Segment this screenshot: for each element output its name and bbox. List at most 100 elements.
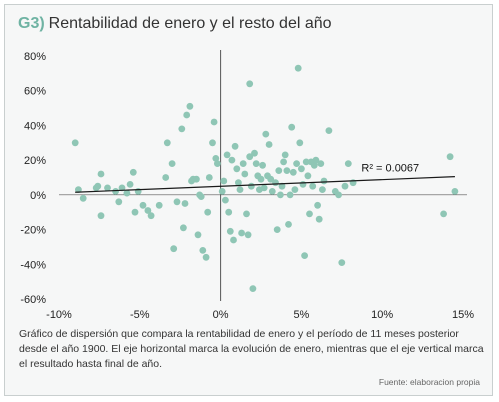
y-tick-label: 20% xyxy=(24,155,46,167)
scatter-point xyxy=(281,151,289,159)
scatter-point xyxy=(139,201,147,209)
scatter-point xyxy=(301,252,308,259)
scatter-point xyxy=(310,161,318,169)
scatter-point xyxy=(112,188,119,195)
scatter-point xyxy=(168,160,176,168)
scatter-chart: 80% 60% 40% 20% 0% -20% -40% -60% -10% -5% 0% 5% 10… xyxy=(20,50,474,321)
scatter-point xyxy=(180,224,187,232)
scatter-point xyxy=(275,167,283,175)
scatter-point xyxy=(223,151,231,159)
scatter-point xyxy=(199,247,207,254)
scatter-point xyxy=(209,139,216,147)
y-tick-label: 80% xyxy=(24,51,46,63)
scatter-point xyxy=(293,160,300,168)
scatter-point xyxy=(204,208,212,216)
scatter-point xyxy=(202,253,210,261)
scatter-point xyxy=(262,130,270,138)
scatter-point xyxy=(306,210,313,218)
y-axis-ticks: 80% 60% 40% 20% 0% -20% -40% -60% xyxy=(20,51,46,306)
x-tick-label: 5% xyxy=(293,309,309,321)
scatter-point xyxy=(173,198,181,206)
scatter-point xyxy=(79,194,87,202)
figure-caption: Gráfico de dispersión que compara la ren… xyxy=(19,328,484,370)
y-tick-label: 0% xyxy=(30,190,46,202)
scatter-point xyxy=(131,208,139,216)
scatter-point xyxy=(220,177,228,185)
scatter-point xyxy=(186,102,194,110)
scatter-point xyxy=(312,156,320,164)
y-tick-label: -60% xyxy=(20,294,46,306)
scatter-point xyxy=(286,191,294,199)
scatter-point xyxy=(265,141,273,148)
scatter-point xyxy=(446,153,454,161)
scatter-point xyxy=(181,200,189,207)
y-tick-label: -40% xyxy=(20,259,46,271)
scatter-point xyxy=(225,208,233,216)
scatter-point xyxy=(289,168,297,176)
scatter-point xyxy=(233,165,241,173)
scatter-point xyxy=(247,182,255,190)
scatter-point xyxy=(236,186,244,194)
chart-title: G3) Rentabilidad de enero y el resto del … xyxy=(18,15,332,33)
scatter-point xyxy=(178,125,186,133)
x-tick-label: 0% xyxy=(213,309,229,321)
scatter-point xyxy=(218,188,226,195)
scatter-point xyxy=(243,210,250,218)
scatter-point xyxy=(97,212,105,220)
scatter-point xyxy=(252,160,260,168)
scatter-point xyxy=(315,215,323,223)
scatter-point xyxy=(239,160,247,168)
scatter-point xyxy=(129,168,137,176)
scatter-point xyxy=(155,201,163,209)
scatter-point xyxy=(272,179,279,187)
scatter-points xyxy=(71,64,459,292)
scatter-point xyxy=(230,236,237,244)
x-axis-ticks: -10% -5% 0% 5% 10% 15% xyxy=(46,309,474,321)
scatter-point xyxy=(244,231,252,239)
x-tick-label: -5% xyxy=(130,309,150,321)
scatter-point xyxy=(314,201,321,209)
chart-code: G3) xyxy=(18,15,45,32)
scatter-point xyxy=(302,158,310,166)
scatter-point xyxy=(226,227,234,235)
y-tick-label: -20% xyxy=(20,225,46,237)
scatter-point xyxy=(283,167,291,175)
scatter-point xyxy=(118,184,126,192)
scatter-point xyxy=(259,161,266,169)
scatter-point xyxy=(319,186,326,194)
source-note: Fuente: elaboracion propia xyxy=(378,377,480,387)
scatter-point xyxy=(299,181,307,188)
scatter-point xyxy=(278,182,286,190)
scatter-point xyxy=(222,196,229,204)
scatter-point xyxy=(294,64,302,72)
scatter-point xyxy=(288,123,296,131)
scatter-point xyxy=(246,153,254,161)
scatter-point xyxy=(147,212,155,220)
scatter-point xyxy=(325,127,333,134)
scatter-point xyxy=(97,170,105,178)
scatter-point xyxy=(228,156,236,164)
chart-title-text: Rentabilidad de enero y el resto del año xyxy=(48,15,332,32)
scatter-point xyxy=(296,139,304,147)
scatter-point xyxy=(285,221,292,228)
scatter-point xyxy=(267,175,275,183)
y-tick-label: 40% xyxy=(24,120,46,132)
scatter-point xyxy=(277,191,284,199)
scatter-point xyxy=(344,160,352,168)
scatter-point xyxy=(309,182,317,190)
scatter-point xyxy=(260,184,268,192)
scatter-point xyxy=(115,198,123,206)
scatter-point xyxy=(335,191,342,199)
scatter-point xyxy=(75,186,82,194)
scatter-point xyxy=(71,139,79,147)
scatter-point xyxy=(280,158,287,166)
scatter-point xyxy=(257,175,265,183)
scatter-point xyxy=(317,160,325,168)
scatter-point xyxy=(304,172,312,180)
trend-line xyxy=(75,176,455,193)
r-squared-annotation: R² = 0.0067 xyxy=(361,162,419,174)
scatter-point xyxy=(144,207,152,214)
scatter-point xyxy=(194,231,202,239)
scatter-point xyxy=(320,177,328,185)
scatter-point xyxy=(241,170,249,178)
